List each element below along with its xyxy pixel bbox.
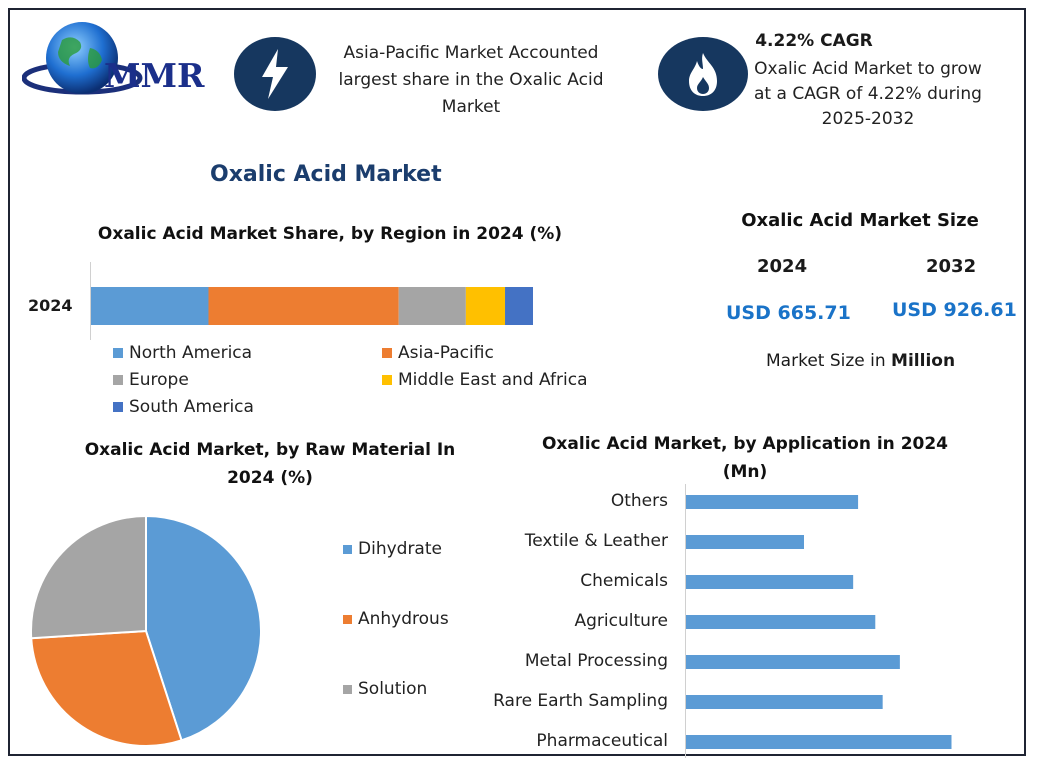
market-size-title: Oxalic Acid Market Size [741, 210, 979, 231]
application-bar-chart [686, 495, 952, 749]
page-title: Oxalic Acid Market [210, 162, 442, 187]
legend-swatch [343, 544, 352, 554]
pie-legend-item-solution: Solution [343, 679, 427, 699]
market-size-note-unit: Million [891, 351, 956, 371]
pie-slice-anhydrous [30, 629, 183, 747]
legend-label: South America [129, 397, 254, 417]
lightning-icon-circle [234, 37, 316, 111]
pie-slice-dihydrate [145, 514, 262, 742]
application-chart-axis [685, 484, 686, 758]
application-bar-metal-processing [686, 655, 900, 669]
application-bar-chemicals [686, 575, 854, 589]
legend-label: Solution [358, 679, 428, 699]
application-label-rare-earth-sampling: Rare Earth Sampling [493, 691, 668, 711]
legend-swatch [382, 375, 392, 385]
flame-icon [689, 53, 717, 96]
globe-icon [21, 22, 143, 95]
region-bar-segment-asia-pacific [208, 287, 399, 325]
raw-material-chart-title: Oxalic Acid Market, by Raw Material In 2… [84, 440, 456, 488]
application-bar-rare-earth-sampling [686, 695, 883, 709]
cagr-heading: 4.22% CAGR [755, 31, 873, 51]
highlight-region-text: Asia-Pacific Market Accounted largest sh… [338, 43, 604, 117]
region-legend-item-middle-east-and-africa: Middle East and Africa [382, 370, 588, 390]
region-legend-item-asia-pacific: Asia-Pacific [382, 343, 494, 363]
pie-legend-item-anhydrous: Anhydrous [343, 609, 449, 629]
region-legend-item-south-america: South America [113, 397, 254, 417]
legend-swatch [343, 684, 352, 694]
region-chart-category-label: 2024 [28, 296, 73, 315]
region-stacked-bar-chart [91, 287, 533, 325]
pie-legend-item-dihydrate: Dihydrate [343, 539, 442, 559]
region-bar-segment-europe [398, 287, 466, 325]
legend-swatch [113, 402, 123, 412]
infographic-frame [8, 8, 1026, 756]
market-size-year-2024: 2024 [757, 256, 808, 277]
application-label-textile-leather: Textile & Leather [524, 531, 668, 551]
market-size-year-2032: 2032 [926, 256, 977, 277]
legend-label: North America [129, 343, 253, 363]
region-legend-item-north-america: North America [113, 343, 252, 363]
application-bar-agriculture [686, 615, 876, 629]
market-size-note-prefix: Market Size in [766, 351, 892, 371]
lightning-icon [262, 49, 288, 99]
market-size-value-2024: USD 665.71 [726, 302, 851, 324]
mmr-logo: MMR [21, 18, 212, 108]
application-label-pharmaceutical: Pharmaceutical [536, 731, 668, 751]
region-bar-segment-south-america [505, 287, 533, 325]
market-size-value-2032: USD 926.61 [892, 299, 1017, 321]
application-bar-pharmaceutical [686, 735, 952, 749]
logo-text: MMR [104, 56, 205, 95]
pie-slice-solution [30, 514, 147, 640]
legend-swatch [113, 348, 123, 358]
flame-icon-circle [658, 37, 748, 111]
application-bar-textile-leather [686, 535, 804, 549]
raw-material-pie-chart [30, 514, 262, 747]
legend-swatch [343, 614, 352, 624]
application-label-agriculture: Agriculture [574, 611, 669, 631]
legend-label: Dihydrate [358, 539, 442, 559]
legend-swatch [113, 375, 123, 385]
region-bar-segment-middle-east-and-africa [465, 287, 506, 325]
legend-swatch [382, 348, 392, 358]
application-label-others: Others [610, 491, 668, 511]
cagr-text: Oxalic Acid Market to grow at a CAGR of … [754, 59, 982, 129]
legend-label: Europe [129, 370, 189, 390]
application-bar-others [686, 495, 859, 509]
application-label-metal-processing: Metal Processing [524, 651, 668, 671]
application-label-chemicals: Chemicals [580, 571, 668, 591]
legend-label: Anhydrous [358, 609, 449, 629]
region-chart-title: Oxalic Acid Market Share, by Region in 2… [97, 224, 563, 244]
application-chart-title: Oxalic Acid Market, by Application in 20… [541, 434, 949, 482]
region-legend-item-europe: Europe [113, 370, 189, 390]
region-bar-segment-north-america [91, 287, 209, 325]
legend-label: Asia-Pacific [398, 343, 494, 363]
market-size-note: Market Size in Million [766, 351, 955, 371]
region-chart-axis [90, 262, 91, 340]
legend-label: Middle East and Africa [398, 370, 588, 390]
